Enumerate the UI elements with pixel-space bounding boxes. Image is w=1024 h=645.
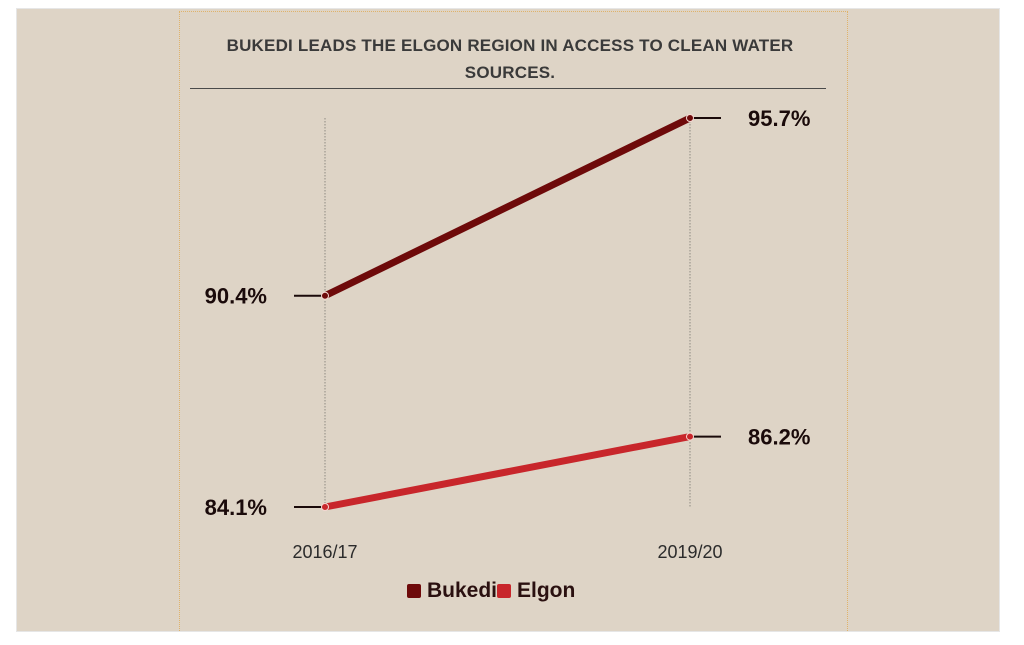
legend-label-elgon: Elgon — [517, 579, 576, 602]
series-line-elgon — [321, 433, 694, 511]
x-tick-label: 2019/20 — [657, 542, 722, 562]
legend-swatch-elgon — [497, 584, 512, 598]
legend-item-elgon: Elgon — [497, 579, 575, 603]
series-line-bukedi — [321, 114, 694, 300]
x-tick-label: 2016/17 — [292, 542, 357, 562]
data-label: 86.2% — [748, 425, 810, 450]
chart-panel — [179, 11, 848, 631]
chart-legend: Bukedi Elgon — [407, 577, 575, 605]
data-point — [686, 432, 694, 441]
data-point — [321, 503, 329, 511]
legend-label-bukedi: Bukedi — [427, 579, 498, 602]
data-label: 95.7% — [748, 106, 810, 131]
legend-swatch-bukedi — [407, 584, 421, 598]
title-divider — [190, 88, 826, 89]
data-label: 84.1% — [205, 495, 267, 520]
data-point — [321, 291, 329, 300]
chart-title: BUKEDI LEADS THE ELGON REGION IN ACCESS … — [226, 36, 794, 82]
data-point — [686, 114, 694, 122]
legend-item-bukedi: Bukedi — [407, 579, 497, 603]
data-label: 90.4% — [205, 284, 267, 309]
